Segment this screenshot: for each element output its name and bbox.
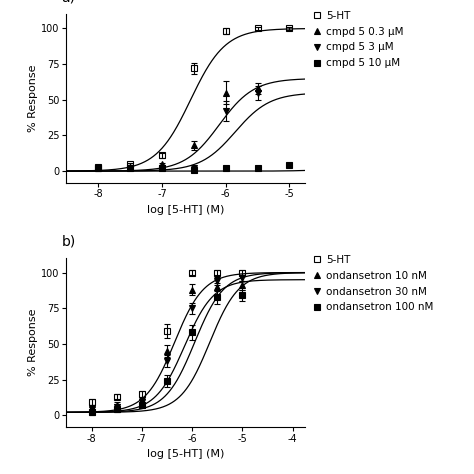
- X-axis label: log [5-HT] (M): log [5-HT] (M): [147, 205, 225, 215]
- Legend: 5-HT, cmpd 5 0.3 μM, cmpd 5 3 μM, cmpd 5 10 μM: 5-HT, cmpd 5 0.3 μM, cmpd 5 3 μM, cmpd 5…: [313, 11, 404, 68]
- Text: b): b): [62, 234, 76, 248]
- Legend: 5-HT, ondansetron 10 nM, ondansetron 30 nM, ondansetron 100 nM: 5-HT, ondansetron 10 nM, ondansetron 30 …: [313, 255, 434, 312]
- Y-axis label: % Response: % Response: [28, 64, 38, 132]
- Text: a): a): [62, 0, 75, 4]
- X-axis label: log [5-HT] (M): log [5-HT] (M): [147, 449, 225, 459]
- Y-axis label: % Response: % Response: [28, 309, 38, 376]
